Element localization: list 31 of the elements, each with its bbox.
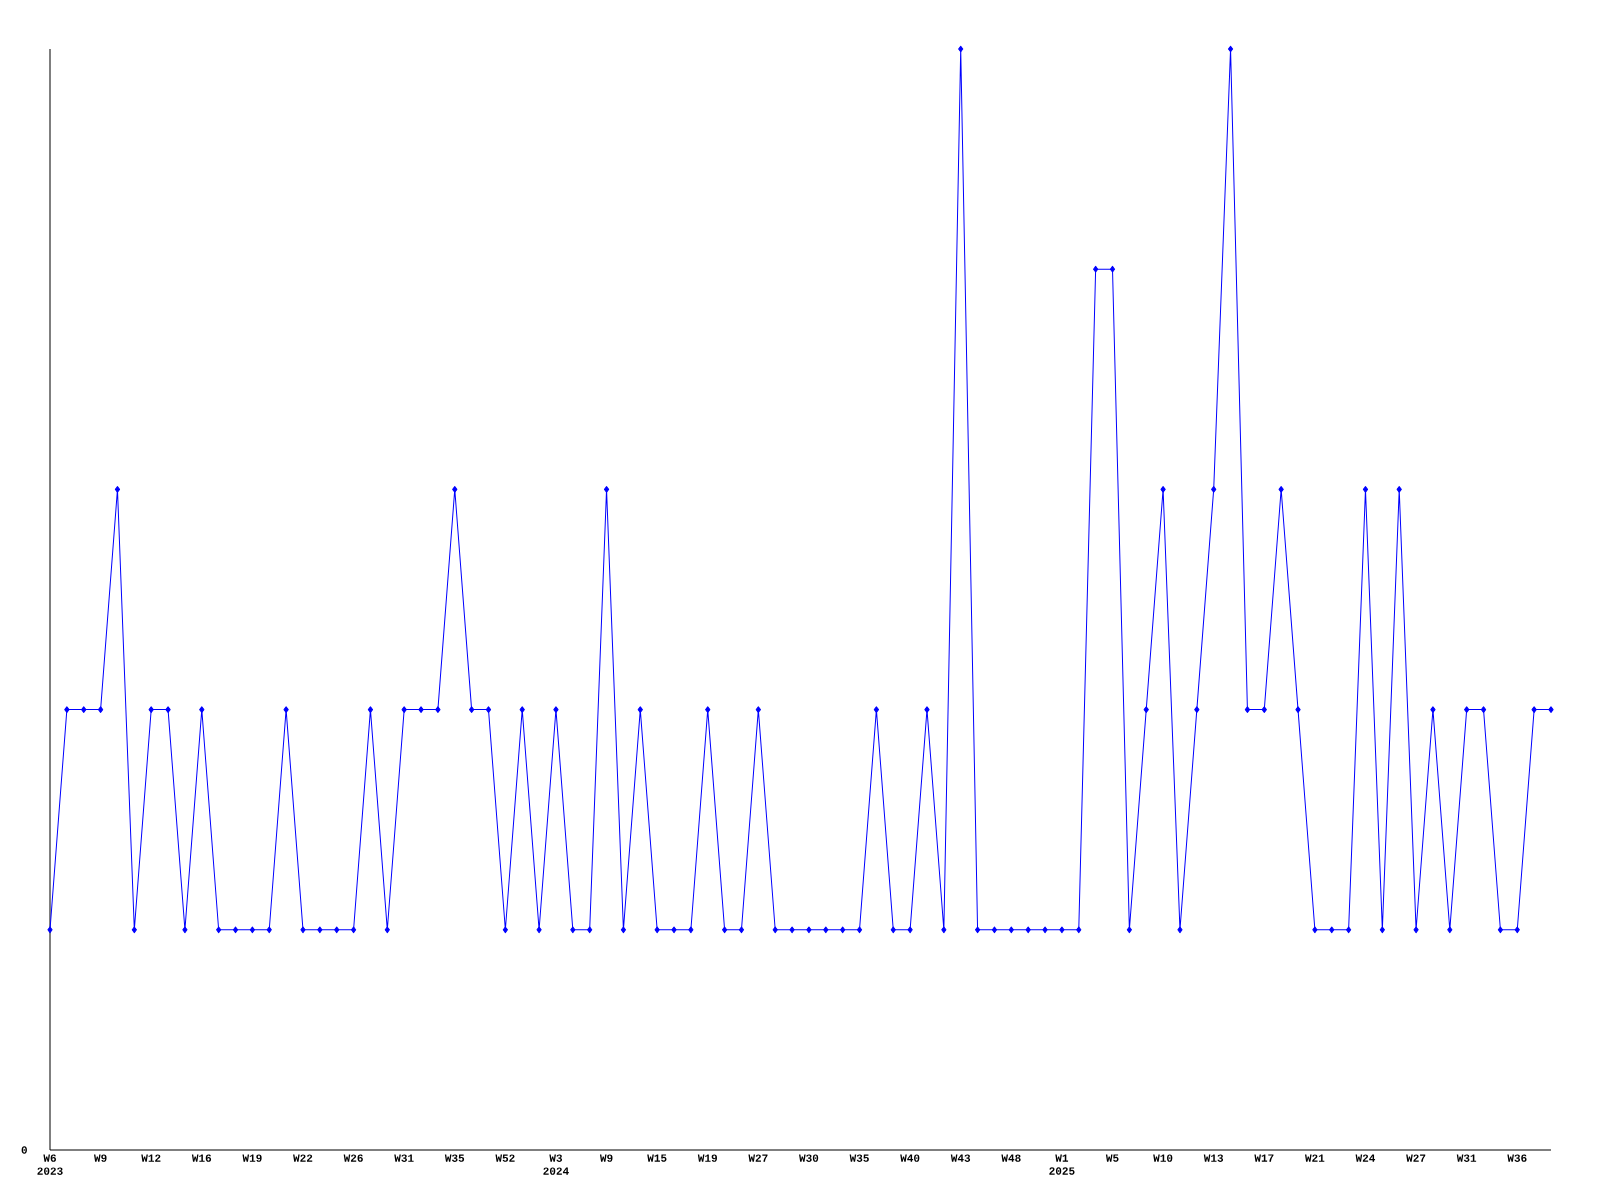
x-tick-label: W6 2023 <box>37 1154 63 1175</box>
x-tick-label: W24 <box>1355 1154 1376 1162</box>
x-tick-label: W10 <box>1153 1154 1173 1162</box>
x-tick-label: W13 <box>1203 1154 1224 1162</box>
x-tick-label: W19 <box>242 1154 262 1162</box>
x-tick-label: W9 <box>599 1154 613 1162</box>
x-tick-label: W16 <box>191 1154 212 1162</box>
x-tick-label: W27 <box>1406 1154 1426 1162</box>
x-tick-label: W52 <box>495 1154 515 1162</box>
x-tick-label: W31 <box>394 1154 414 1162</box>
x-tick-label: W31 <box>1456 1154 1477 1162</box>
x-tick-label: W17 <box>1254 1154 1274 1162</box>
x-tick-label: W40 <box>900 1154 920 1162</box>
text: 0 <box>21 1146 27 1154</box>
x-tick-label: W5 <box>1105 1154 1119 1162</box>
x-tick-label: W3 2024 <box>543 1154 569 1175</box>
x-tick-label: W36 <box>1507 1154 1527 1162</box>
x-tick-label: W15 <box>647 1154 667 1162</box>
x-tick-label: W1 2025 <box>1049 1154 1075 1175</box>
x-tick-label: W30 <box>799 1154 819 1162</box>
x-tick-label: W26 <box>343 1154 363 1162</box>
x-tick-label: W21 <box>1304 1154 1325 1162</box>
x-tick-label: W12 <box>141 1154 161 1162</box>
x-tick-label: W22 <box>293 1154 313 1162</box>
x-tick-label: W48 <box>1001 1154 1021 1162</box>
x-tick-label: W27 <box>748 1154 768 1162</box>
x-tick-label: W43 <box>950 1154 971 1162</box>
x-tick-label: W35 <box>444 1154 465 1162</box>
x-tick-label: W19 <box>697 1154 717 1162</box>
x-tick-label: W35 <box>849 1154 869 1162</box>
x-tick-label: W9 <box>94 1154 107 1162</box>
